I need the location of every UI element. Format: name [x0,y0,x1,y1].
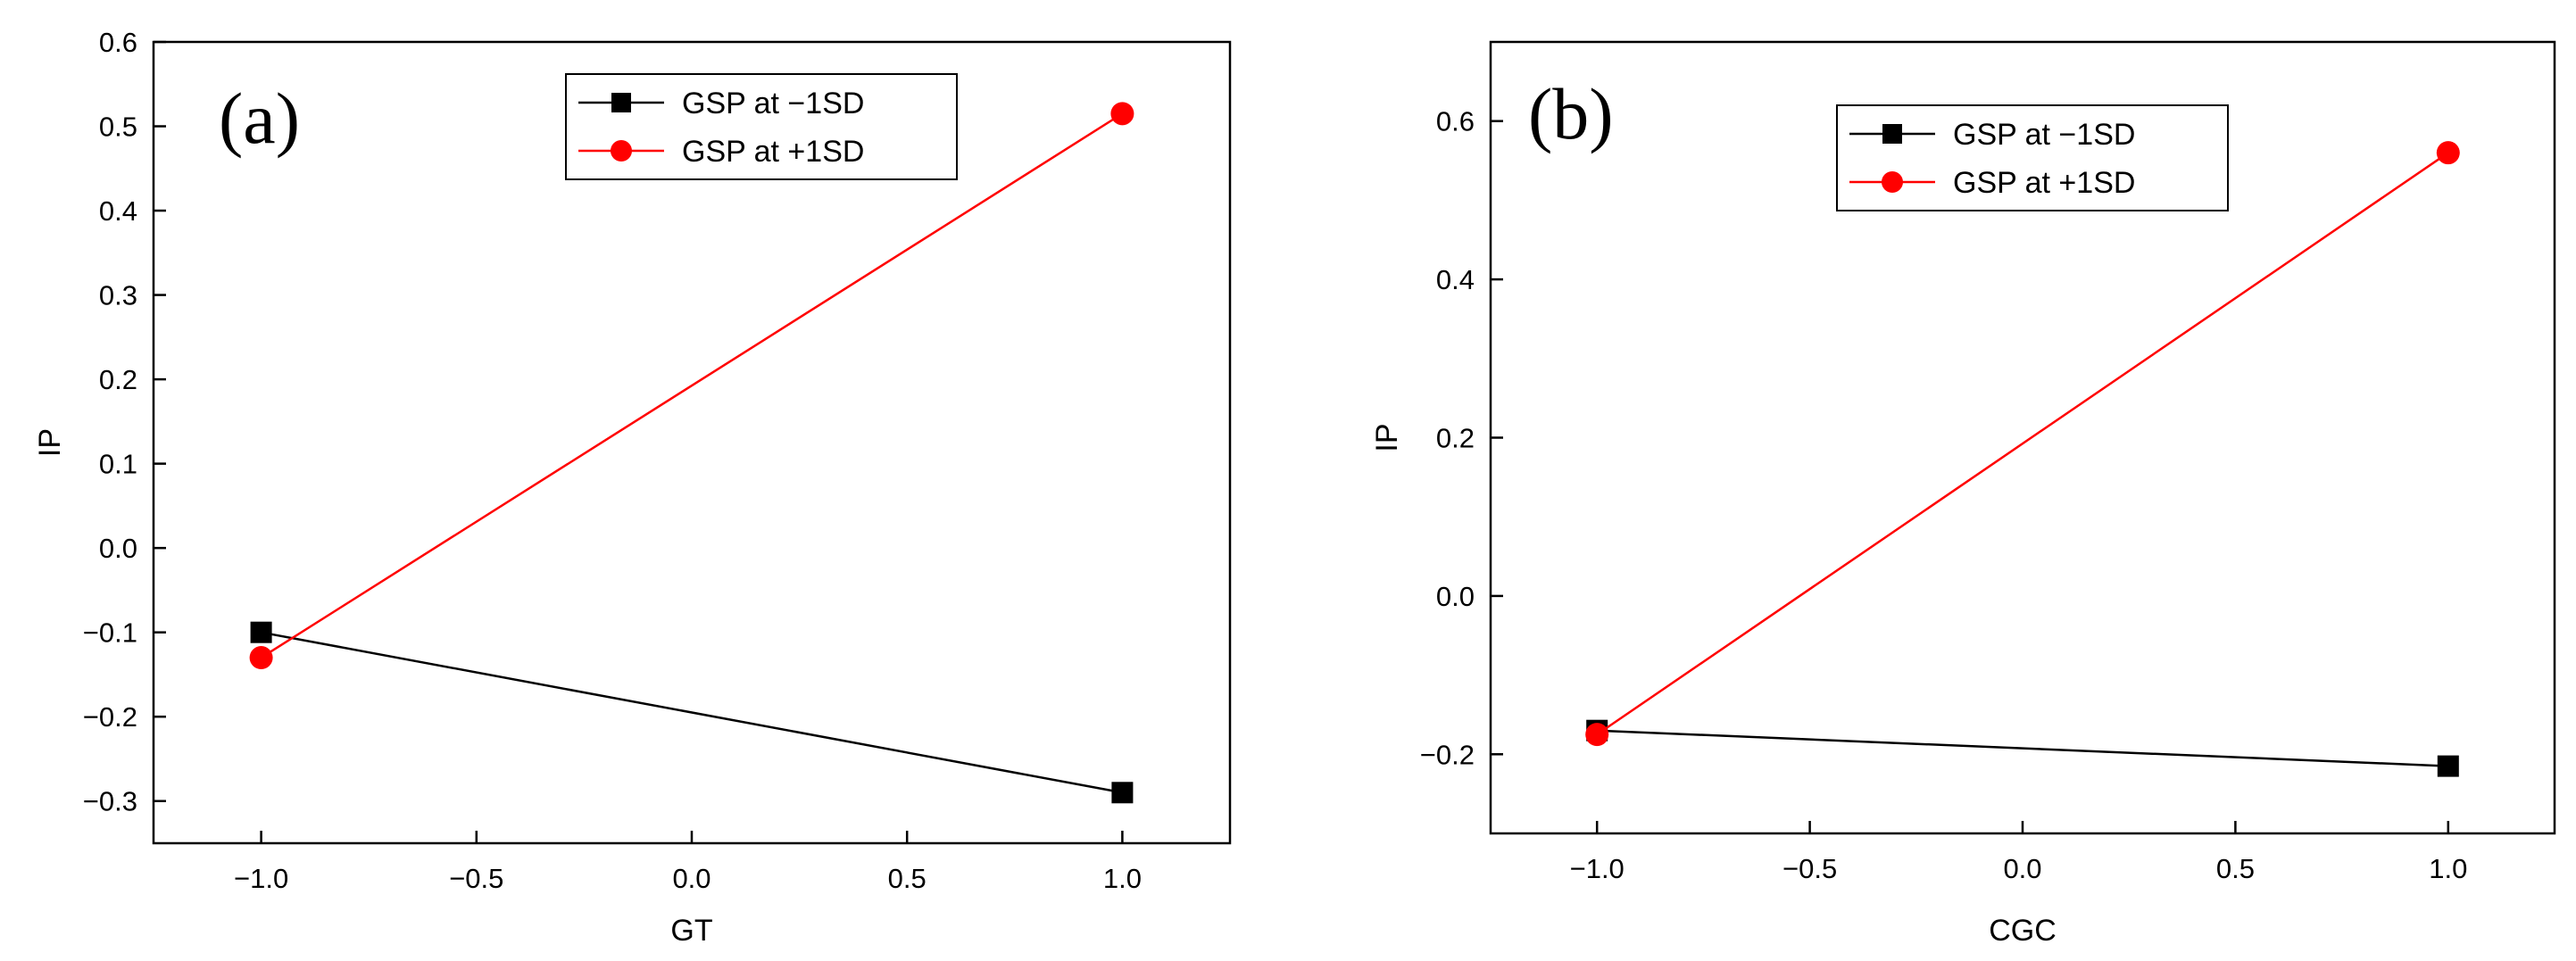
x-tick-label: 1.0 [1103,863,1142,894]
legend-marker-minus-1sd [1882,124,1902,144]
y-tick-label: −0.2 [83,701,137,733]
legend: GSP at −1SD GSP at +1SD [565,73,958,180]
y-tick-label: −0.3 [83,786,137,817]
legend-box [565,73,958,180]
data-point-plus-1sd [249,646,273,670]
x-tick-label: 0.5 [2216,853,2255,884]
x-tick-label: −0.5 [449,863,503,894]
legend-label-plus-1sd: GSP at +1SD [682,135,864,169]
series-line-plus-1sd [1596,152,2449,736]
data-point-plus-1sd [1110,102,1134,126]
y-tick-label: 0.6 [1436,106,1475,137]
legend: GSP at −1SD GSP at +1SD [1836,104,2229,211]
chart-panel-a: −0.3 −0.2 −0.1 0.0 0.1 0.2 0.3 0.4 0.5 0.6 −1.0 −0.… [33,27,1232,948]
y-axis-label: IP [1370,423,1404,452]
data-point-plus-1sd [2436,141,2460,165]
y-tick-label: 0.2 [1436,423,1475,454]
chart-panel-b: −0.2 0.0 0.2 0.4 0.6 −1.0 −0.5 0.0 0.5 1.0 CGC IP (b… [1370,40,2556,948]
legend-box [1836,104,2229,211]
x-tick-label: −0.5 [1782,853,1837,884]
legend-marker-minus-1sd [611,93,631,112]
data-point-minus-1sd [1111,782,1134,804]
legend-marker-plus-1sd [1882,171,1903,193]
data-point-minus-1sd [2437,755,2459,777]
x-axis-label: GT [670,914,712,948]
y-tick-label: 0.6 [99,27,137,58]
y-tick-label: 0.3 [99,280,137,311]
legend-marker-plus-1sd [611,140,632,162]
x-tick-label: 1.0 [2429,853,2467,884]
y-tick-label: 0.4 [99,195,137,227]
series-line-plus-1sd [260,112,1124,659]
y-tick-label: 0.0 [99,533,137,564]
x-tick-label: 0.5 [888,863,927,894]
x-axis-label: CGC [1989,914,2057,948]
y-tick-label: 0.1 [99,449,137,480]
series-line-minus-1sd [261,631,1123,794]
legend-label-plus-1sd: GSP at +1SD [1953,166,2135,200]
y-tick-label: −0.2 [1420,739,1475,770]
panel-label: (a) [219,78,300,159]
series-line-minus-1sd [1597,729,2448,767]
y-tick-label: 0.5 [99,112,137,143]
legend-label-minus-1sd: GSP at −1SD [1953,118,2135,152]
x-tick-label: −1.0 [1570,853,1625,884]
x-tick-label: 0.0 [672,863,710,894]
y-axis-label: IP [33,428,67,457]
legend-label-minus-1sd: GSP at −1SD [682,87,864,120]
y-tick-label: 0.2 [99,364,137,395]
y-tick-label: 0.4 [1436,264,1475,295]
y-tick-label: −0.1 [83,617,137,649]
data-point-plus-1sd [1585,723,1609,747]
x-tick-label: −1.0 [234,863,288,894]
x-tick-label: 0.0 [2003,853,2041,884]
panel-label: (b) [1528,73,1614,154]
y-tick-label: 0.0 [1436,581,1475,612]
data-point-minus-1sd [250,621,272,643]
